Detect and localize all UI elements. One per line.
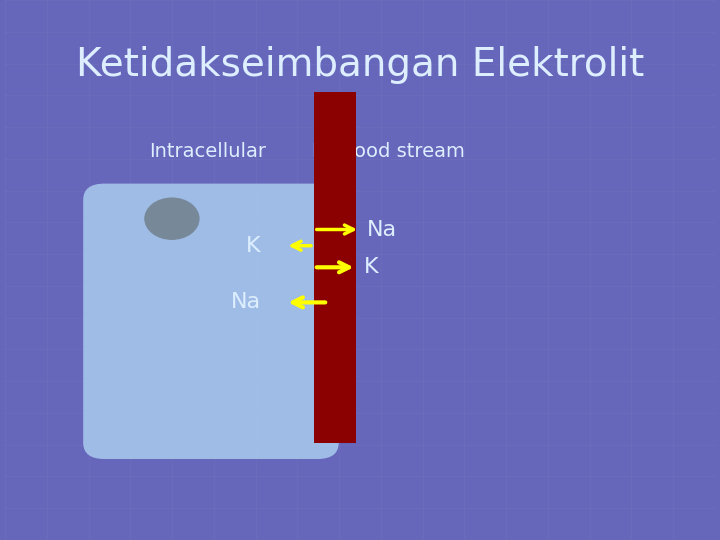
Circle shape: [145, 198, 199, 239]
FancyBboxPatch shape: [84, 184, 338, 459]
Text: Ketidakseimbangan Elektrolit: Ketidakseimbangan Elektrolit: [76, 46, 644, 84]
Text: Na: Na: [367, 219, 397, 240]
Text: In blood stream: In blood stream: [312, 141, 465, 161]
Bar: [314, 92, 356, 443]
Text: K: K: [364, 257, 378, 278]
Text: K: K: [246, 235, 261, 256]
Text: Na: Na: [230, 292, 261, 313]
Text: Intracellular: Intracellular: [149, 141, 266, 161]
